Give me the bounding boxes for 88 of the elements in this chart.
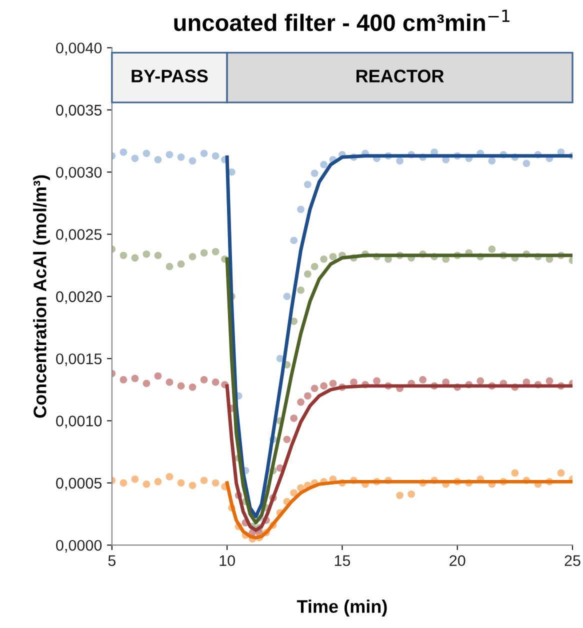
point xyxy=(329,380,337,388)
point xyxy=(177,479,185,487)
point xyxy=(177,382,185,390)
y-tick-label: 0,0030 xyxy=(56,166,102,180)
x-tick-label: 25 xyxy=(564,555,580,566)
point xyxy=(166,378,174,386)
point xyxy=(396,492,404,500)
point xyxy=(120,479,128,487)
y-tick-label: 0,0040 xyxy=(56,42,102,56)
point xyxy=(188,157,196,165)
point xyxy=(212,152,220,160)
x-tick-label: 15 xyxy=(334,555,350,566)
point xyxy=(188,252,196,260)
x-tick-label: 5 xyxy=(108,555,116,566)
x-axis-title: Time (min) xyxy=(296,600,387,616)
y-tick-label: 0,0020 xyxy=(56,291,102,304)
point xyxy=(212,378,220,386)
point xyxy=(488,245,496,253)
point xyxy=(166,262,174,270)
point xyxy=(290,414,298,422)
point xyxy=(290,236,298,244)
point xyxy=(200,476,208,484)
x-tick-label: 20 xyxy=(450,555,466,566)
point xyxy=(304,270,312,278)
point xyxy=(511,469,519,477)
point xyxy=(154,372,162,380)
y-axis-title: Concentration AcAl (mol/m³) xyxy=(33,175,50,418)
y-tick-label: 0,0015 xyxy=(56,353,102,366)
point xyxy=(177,260,185,268)
band-label: REACTOR xyxy=(356,70,444,82)
point xyxy=(396,157,404,165)
band-label: BY-PASS xyxy=(132,70,208,82)
point xyxy=(142,250,150,258)
point xyxy=(200,376,208,384)
point xyxy=(154,252,162,260)
chart-title: uncoated filter - 400 cm³min$^{−1}$ xyxy=(174,10,510,32)
point xyxy=(297,484,304,492)
point xyxy=(304,392,312,400)
point xyxy=(142,150,150,158)
point xyxy=(154,478,162,486)
point xyxy=(188,384,196,391)
y-tick-label: 0,0025 xyxy=(56,229,102,242)
point xyxy=(304,180,312,188)
point xyxy=(476,377,484,385)
point xyxy=(283,292,291,300)
point xyxy=(320,382,328,390)
point xyxy=(488,157,496,165)
point xyxy=(212,248,220,256)
point xyxy=(297,206,304,214)
point xyxy=(120,252,128,260)
point xyxy=(310,262,318,270)
y-tick-label: 0,0005 xyxy=(56,478,102,490)
point xyxy=(320,160,328,168)
point xyxy=(120,148,128,156)
point xyxy=(200,150,208,158)
point xyxy=(131,476,139,483)
point xyxy=(310,384,318,392)
point xyxy=(177,153,185,161)
y-tick-label: 0,0000 xyxy=(56,540,102,553)
point xyxy=(350,378,358,386)
point xyxy=(166,150,174,158)
y-tick-label: 0,0035 xyxy=(56,104,102,118)
point xyxy=(154,156,162,164)
point xyxy=(200,249,208,257)
point xyxy=(120,376,128,384)
point xyxy=(297,398,304,406)
point xyxy=(212,479,220,487)
point xyxy=(320,255,328,263)
point xyxy=(546,377,554,385)
point xyxy=(557,469,565,477)
point xyxy=(290,489,298,497)
point xyxy=(522,160,530,168)
point xyxy=(408,490,415,498)
point xyxy=(329,252,337,260)
point xyxy=(283,436,291,444)
point xyxy=(297,286,304,294)
point xyxy=(142,380,150,388)
point xyxy=(310,170,318,177)
x-tick-label: 10 xyxy=(220,555,235,566)
point xyxy=(131,154,139,162)
point xyxy=(166,473,174,480)
point xyxy=(131,254,139,262)
point xyxy=(131,374,139,382)
point xyxy=(142,480,150,488)
point xyxy=(419,376,426,384)
point xyxy=(188,482,196,490)
point xyxy=(373,377,380,385)
y-tick-label: 0,0010 xyxy=(56,416,102,428)
